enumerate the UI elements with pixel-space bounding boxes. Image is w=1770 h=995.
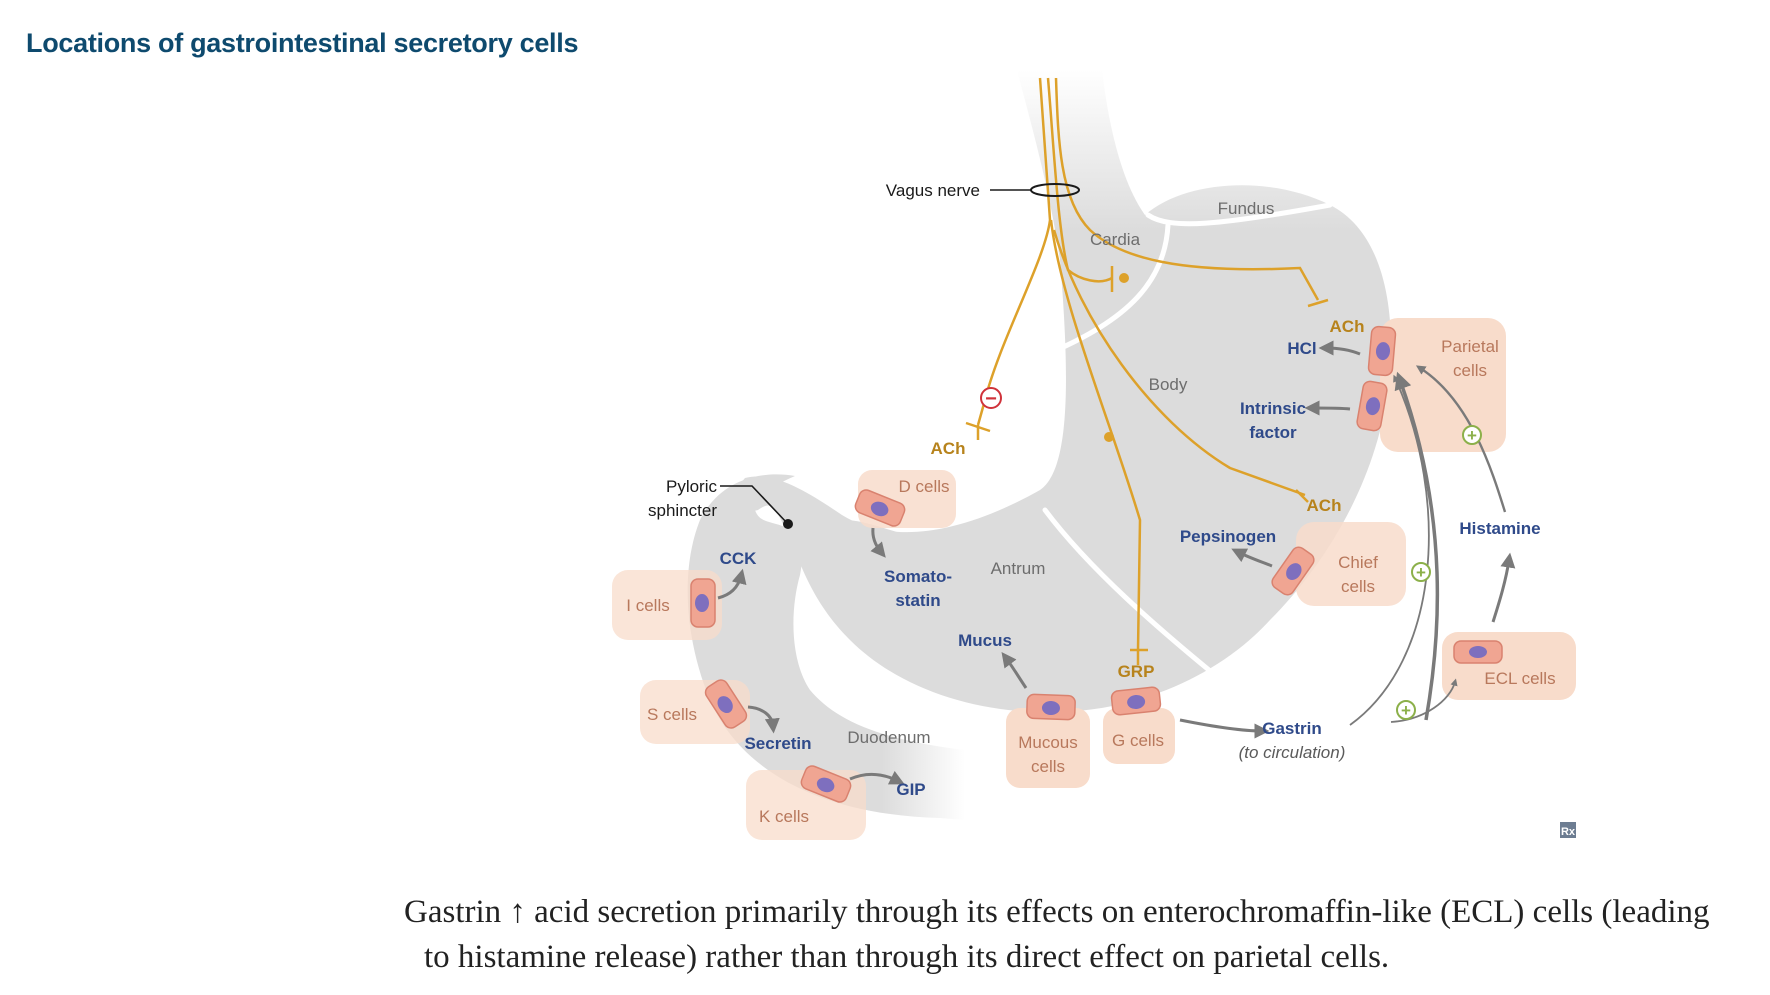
grp-label: GRP (1118, 662, 1155, 681)
svg-text:+: + (1416, 563, 1426, 582)
somatostatin-label-line1: Somato- (884, 567, 952, 586)
parietal-cell-1 (1367, 325, 1397, 377)
cck-label: CCK (720, 549, 758, 568)
i-cells-label: I cells (626, 596, 669, 615)
caption-line1: Gastrin ↑ acid secretion primarily throu… (404, 894, 1710, 930)
gastrin-sub-label: (to circulation) (1239, 743, 1346, 762)
svg-text:−: − (985, 388, 997, 410)
secretin-label: Secretin (744, 734, 811, 753)
mucus-label: Mucus (958, 631, 1012, 650)
caption: Gastrin ↑ acid secretion primarily throu… (404, 890, 1764, 980)
parietal-label-line1: Parietal (1441, 337, 1499, 356)
g-cell (1110, 686, 1162, 716)
d-cell (854, 489, 906, 527)
ach-parietal-label: ACh (1330, 317, 1365, 336)
svg-text:+: + (1401, 701, 1411, 720)
page-title: Locations of gastrointestinal secretory … (26, 28, 579, 58)
vagus-nerve (976, 77, 1320, 651)
region-cardia: Cardia (1090, 230, 1141, 249)
region-antrum: Antrum (991, 559, 1046, 578)
pyloric-label-line2: sphincter (648, 501, 717, 520)
gastrin-label: Gastrin (1262, 719, 1322, 738)
k-cell (800, 765, 852, 803)
mucous-label-line1: Mucous (1018, 733, 1078, 752)
pyloric-leader (720, 485, 793, 529)
intrinsic-factor-label-line1: Intrinsic (1240, 399, 1306, 418)
ecl-cells-label: ECL cells (1484, 669, 1555, 688)
histamine-label: Histamine (1459, 519, 1540, 538)
chief-label-line2: cells (1341, 577, 1375, 596)
k-cells-label: K cells (759, 807, 809, 826)
mucous-cell (1026, 693, 1076, 721)
vagus-nerve-label: Vagus nerve (886, 181, 980, 200)
s-cell (704, 679, 748, 729)
svg-text:+: + (1467, 426, 1477, 445)
nerve-endings (965, 266, 1329, 665)
mucous-label-line2: cells (1031, 757, 1065, 776)
nerve-synapses (1104, 273, 1129, 442)
d-cells-label: D cells (898, 477, 949, 496)
minus-sign-icon: − (980, 387, 1002, 410)
chief-label-line1: Chief (1338, 553, 1378, 572)
chief-cell (1271, 546, 1315, 596)
intrinsic-factor-label-line2: factor (1249, 423, 1297, 442)
cells (690, 325, 1503, 803)
region-fundus: Fundus (1218, 199, 1275, 218)
rx-logo: Rx (1560, 822, 1576, 838)
region-duodenum: Duodenum (847, 728, 930, 747)
secretion-arrows (717, 340, 1516, 785)
plus-sign-icon: + (1411, 562, 1431, 582)
pepsinogen-label: Pepsinogen (1180, 527, 1276, 546)
i-cell (690, 578, 716, 628)
hcl-label: HCl (1287, 339, 1316, 358)
stomach-shape (737, 70, 1391, 713)
parietal-cell-2 (1356, 380, 1388, 432)
gip-label: GIP (896, 780, 925, 799)
g-cells-label: G cells (1112, 731, 1164, 750)
duodenum-shape (687, 474, 965, 820)
somatostatin-label-line2: statin (895, 591, 940, 610)
ach-left-label: ACh (931, 439, 966, 458)
parietal-label-line2: cells (1453, 361, 1487, 380)
region-body: Body (1149, 375, 1188, 394)
region-dividers (1042, 202, 1333, 678)
plus-sign-icon: + (1462, 425, 1482, 445)
pyloric-label-line1: Pyloric (666, 477, 718, 496)
s-cells-label: S cells (647, 705, 697, 724)
ach-chief-label: ACh (1307, 496, 1342, 515)
plus-sign-icon: + (1396, 700, 1416, 720)
ecl-cell (1453, 640, 1503, 664)
caption-line2: to histamine release) rather than throug… (424, 939, 1390, 975)
svg-text:Rx: Rx (1561, 826, 1576, 838)
